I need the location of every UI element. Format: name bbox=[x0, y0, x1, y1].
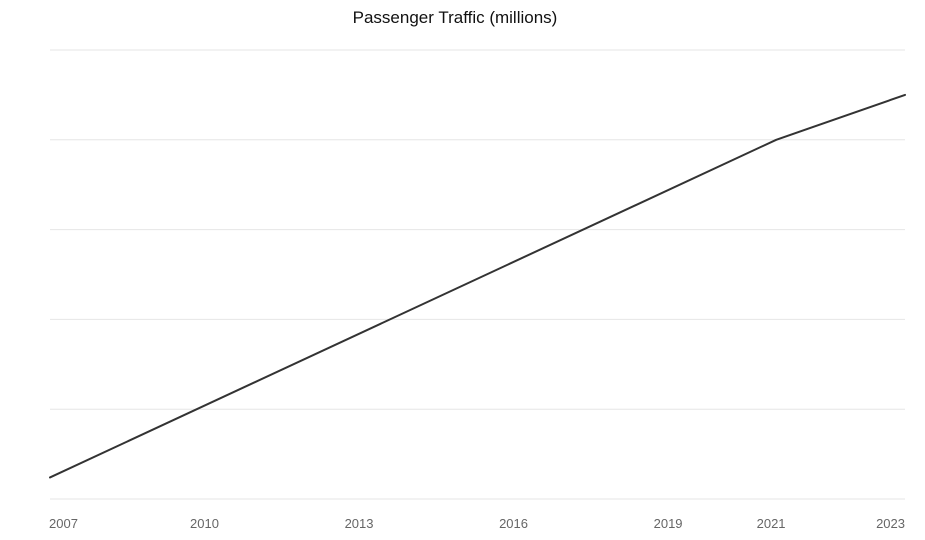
series-line-0 bbox=[49, 93, 906, 479]
x-axis-ticks: 2007 2010 2013 2016 2019 2021 2023 bbox=[49, 516, 905, 531]
x-tick-label-2023: 2023 bbox=[876, 516, 905, 531]
x-tick-label-2013: 2013 bbox=[345, 516, 374, 531]
x-tick-label-2021: 2021 bbox=[757, 516, 786, 531]
grid-lines bbox=[50, 49, 905, 500]
x-tick-label-2007: 2007 bbox=[49, 516, 78, 531]
x-tick-label-2016: 2016 bbox=[499, 516, 528, 531]
series-layer bbox=[49, 93, 906, 479]
x-tick-label-2019: 2019 bbox=[654, 516, 683, 531]
chart-title: Passenger Traffic (millions) bbox=[353, 8, 558, 27]
x-tick-label-2010: 2010 bbox=[190, 516, 219, 531]
